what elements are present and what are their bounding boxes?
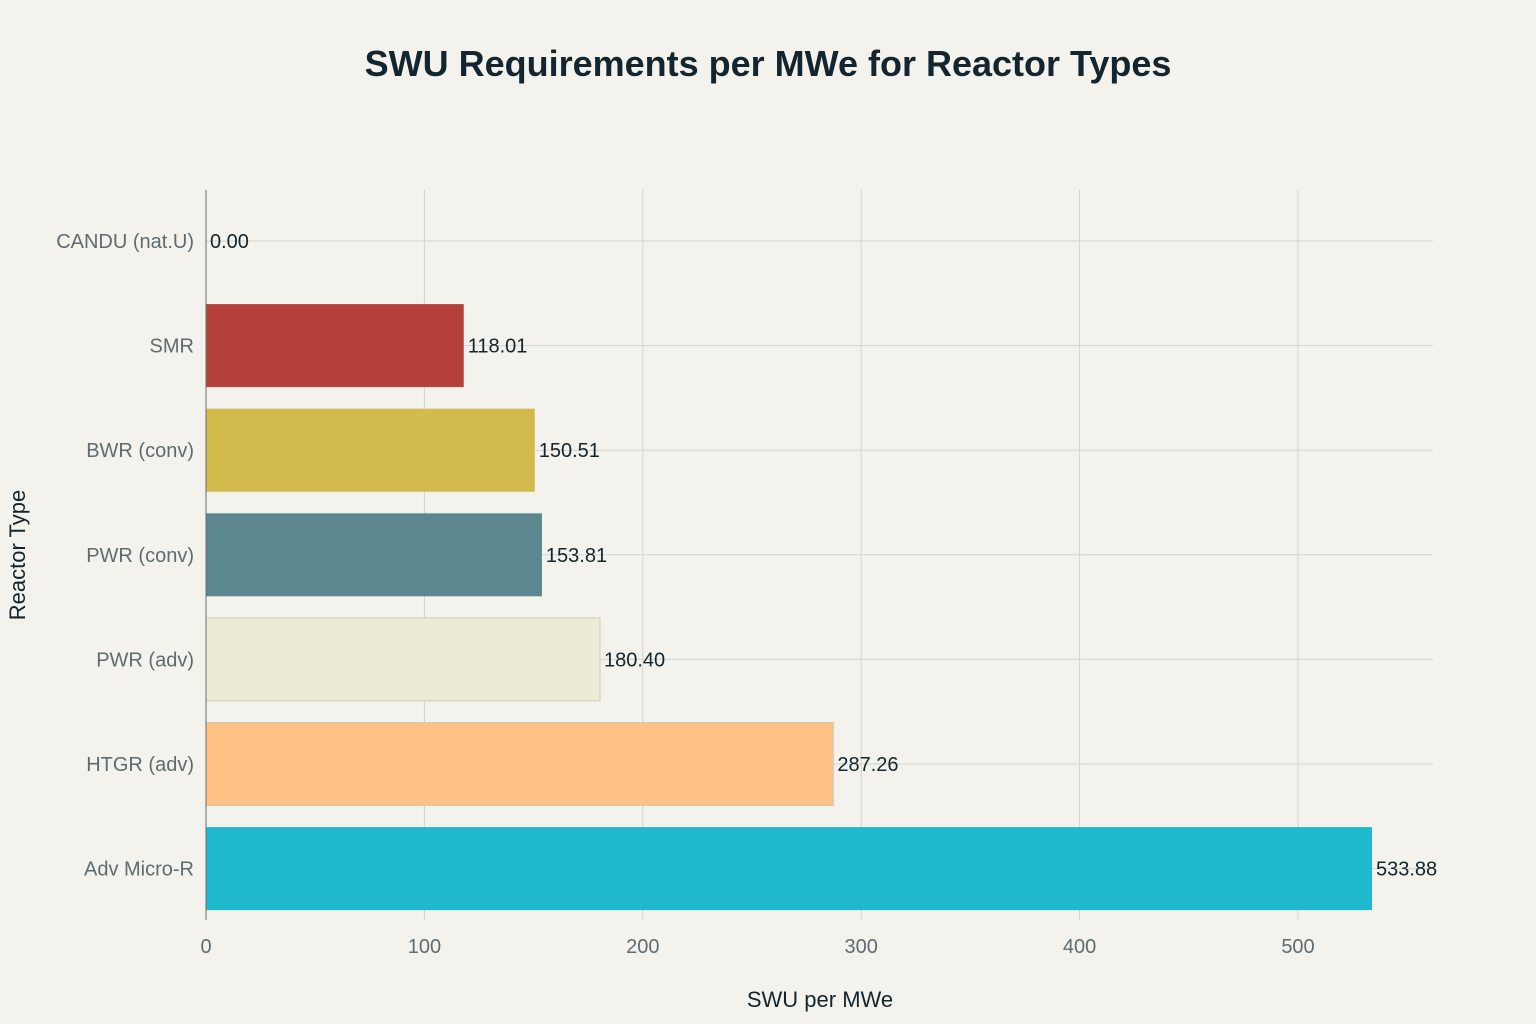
bar-pwr-conv[interactable] bbox=[206, 513, 542, 597]
y-axis-title: Reactor Type bbox=[5, 490, 30, 620]
bar-pwr-adv[interactable] bbox=[205, 617, 601, 702]
category-label: Adv Micro-R bbox=[84, 859, 194, 881]
category-label: CANDU (nat.U) bbox=[56, 231, 194, 253]
x-tick-label: 500 bbox=[1281, 936, 1314, 958]
category-label: PWR (adv) bbox=[96, 649, 194, 671]
chart-title: SWU Requirements per MWe for Reactor Typ… bbox=[365, 43, 1172, 84]
x-tick-label: 300 bbox=[845, 936, 878, 958]
bar-smr[interactable] bbox=[206, 304, 464, 388]
category-label: BWR (conv) bbox=[86, 440, 194, 462]
data-label: 180.40 bbox=[604, 649, 665, 671]
bar-bwr-conv[interactable] bbox=[206, 408, 535, 492]
x-tick-label: 400 bbox=[1063, 936, 1096, 958]
x-tick-label: 0 bbox=[200, 936, 211, 958]
category-label: HTGR (adv) bbox=[86, 754, 194, 776]
value-axis-tick-labels: 0 100 200 300 400 500 bbox=[200, 936, 1314, 958]
category-axis-labels: CANDU (nat.U) SMR BWR (conv) PWR (conv) PWR … bbox=[56, 231, 194, 881]
data-label: 150.51 bbox=[539, 440, 600, 462]
data-label: 287.26 bbox=[837, 754, 898, 776]
category-label: SMR bbox=[150, 336, 194, 358]
x-axis-title: SWU per MWe bbox=[747, 987, 893, 1012]
data-label: 118.01 bbox=[468, 336, 528, 358]
x-tick-label: 200 bbox=[626, 936, 659, 958]
bar-htgr-adv[interactable] bbox=[205, 722, 834, 806]
data-labels: 0.00 118.01 150.51 153.81 180.40 287.26 533.88 bbox=[210, 231, 1437, 881]
bars bbox=[205, 304, 1372, 911]
category-label: PWR (conv) bbox=[86, 545, 194, 567]
data-label: 153.81 bbox=[546, 545, 607, 567]
bar-adv-micro-r[interactable] bbox=[206, 827, 1372, 911]
x-tick-label: 100 bbox=[408, 936, 441, 958]
data-label: 0.00 bbox=[210, 231, 249, 253]
data-label: 533.88 bbox=[1376, 859, 1437, 881]
